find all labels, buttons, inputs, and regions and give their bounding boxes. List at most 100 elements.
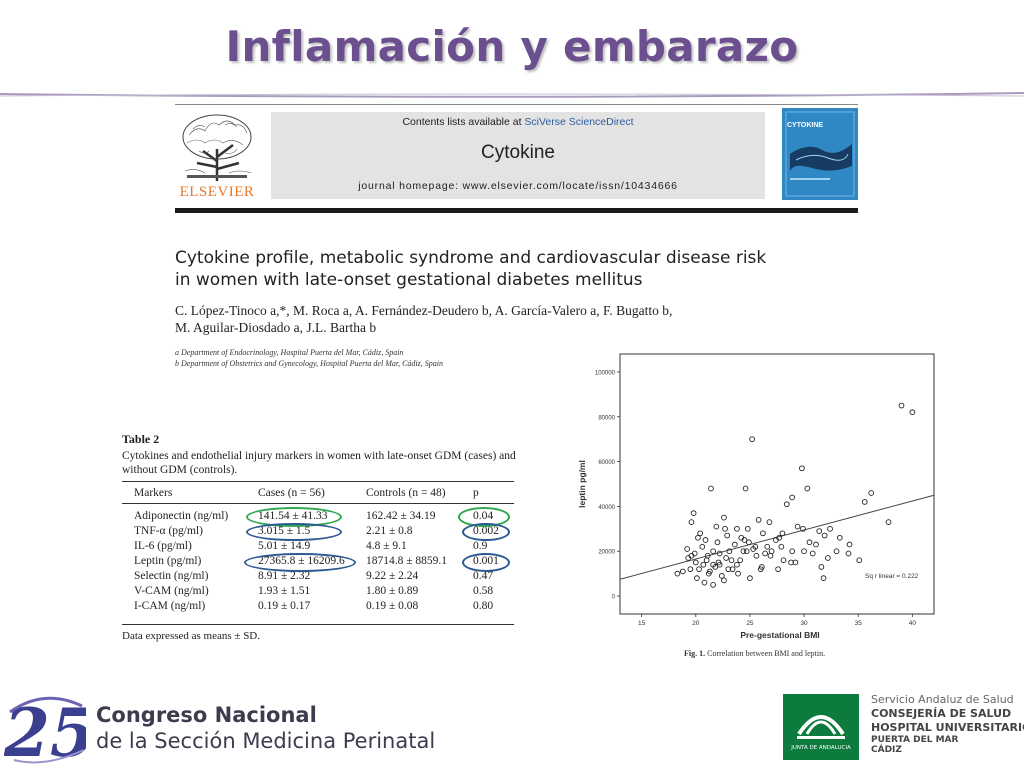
data-point bbox=[776, 534, 783, 541]
cell-p: 0.80 bbox=[473, 600, 494, 612]
title-divider bbox=[0, 92, 1024, 98]
x-tick-label: 35 bbox=[855, 620, 863, 627]
r-squared-annotation: Sq r linear = 0.222 bbox=[865, 573, 919, 580]
affiliation-line: a Department of Endocrinology, Hospital … bbox=[175, 348, 404, 357]
x-tick-label: 15 bbox=[638, 620, 646, 627]
y-tick-label: 80000 bbox=[598, 415, 615, 421]
table-header-rule bbox=[122, 503, 514, 504]
x-axis-ticks: 15 20 25 30 35 40 bbox=[638, 614, 916, 627]
table-row: Selectin (ng/ml) 8.91 ± 2.32 9.22 ± 2.24… bbox=[122, 570, 514, 585]
contents-line: Contents lists available at SciVerse Sci… bbox=[271, 116, 765, 128]
data-point bbox=[699, 543, 706, 550]
figure-caption-label: Fig. 1. bbox=[684, 649, 706, 658]
data-point bbox=[804, 485, 811, 492]
data-point bbox=[688, 519, 695, 525]
data-point bbox=[806, 539, 813, 546]
data-point bbox=[885, 519, 892, 525]
cover-artwork bbox=[785, 111, 855, 197]
table-caption-line: without GDM (controls). bbox=[122, 464, 238, 476]
data-point bbox=[723, 555, 729, 561]
author-line: C. López-Tinoco a,*, M. Roca a, A. Ferná… bbox=[175, 303, 673, 318]
cell-marker: I-CAM (ng/ml) bbox=[134, 600, 206, 612]
table-caption: Cytokines and endothelial injury markers… bbox=[122, 449, 516, 477]
data-point bbox=[691, 550, 698, 557]
data-point bbox=[753, 552, 760, 559]
data-point bbox=[742, 485, 749, 492]
sciencedirect-link[interactable]: SciVerse ScienceDirect bbox=[524, 116, 634, 128]
data-point bbox=[701, 579, 708, 586]
data-point bbox=[833, 548, 840, 555]
data-point bbox=[788, 559, 794, 566]
cell-controls: 2.21 ± 0.8 bbox=[366, 525, 413, 537]
figure-caption-text: Correlation between BMI and leptin. bbox=[705, 649, 826, 658]
data-point bbox=[768, 548, 775, 555]
cell-marker: Selectin (ng/ml) bbox=[134, 570, 209, 582]
data-point bbox=[779, 530, 786, 537]
data-point bbox=[780, 557, 787, 564]
data-point bbox=[705, 570, 712, 577]
data-point bbox=[809, 550, 816, 557]
journal-header-top-rule bbox=[175, 104, 858, 105]
affiliation-line: b Department of Obstetrics and Gynecolog… bbox=[175, 359, 443, 368]
data-point bbox=[775, 566, 781, 573]
junta-emblem-icon bbox=[797, 715, 845, 739]
data-point bbox=[728, 557, 735, 564]
y-axis-ticks: 0 20000 40000 60000 80000 100000 bbox=[595, 370, 620, 601]
col-header-p: p bbox=[473, 487, 479, 499]
data-point bbox=[679, 568, 686, 575]
data-point bbox=[713, 523, 720, 530]
slide-title: Inflamación y embarazo bbox=[225, 22, 799, 71]
data-point bbox=[710, 582, 716, 588]
cell-cases: 5.01 ± 14.9 bbox=[258, 540, 311, 552]
data-point bbox=[749, 436, 755, 443]
data-point bbox=[697, 530, 703, 537]
data-point bbox=[690, 510, 697, 516]
data-point bbox=[764, 543, 771, 550]
data-point bbox=[703, 557, 710, 564]
cell-controls: 162.42 ± 34.19 bbox=[366, 510, 436, 522]
table-row: IL-6 (pg/ml) 5.01 ± 14.9 4.8 ± 9.1 0.9 bbox=[122, 540, 514, 555]
data-point bbox=[745, 539, 752, 546]
data-point bbox=[825, 555, 831, 561]
contents-prefix: Contents lists available at bbox=[402, 116, 525, 128]
figure-caption: Fig. 1. Correlation between BMI and lept… bbox=[684, 649, 825, 658]
data-point bbox=[716, 561, 723, 568]
journal-homepage[interactable]: journal homepage: www.elsevier.com/locat… bbox=[358, 180, 678, 192]
data-point bbox=[778, 543, 785, 550]
bmi-leptin-scatter-chart: 0 20000 40000 60000 80000 100000 15 20 25 30 35 40… bbox=[577, 353, 935, 640]
x-tick-label: 40 bbox=[909, 620, 917, 627]
x-tick-label: 20 bbox=[692, 620, 700, 627]
data-point bbox=[794, 523, 801, 530]
y-tick-label: 60000 bbox=[598, 460, 615, 466]
cell-controls: 4.8 ± 9.1 bbox=[366, 540, 407, 552]
paper-title-line: Cytokine profile, metabolic syndrome and… bbox=[175, 248, 767, 268]
table-label: Table 2 bbox=[122, 432, 160, 446]
cell-marker: IL-6 (pg/ml) bbox=[134, 540, 192, 552]
highlight-oval-tnf-cases bbox=[246, 523, 342, 541]
data-point bbox=[721, 514, 727, 521]
data-point bbox=[827, 525, 833, 532]
hospital-line: HOSPITAL UNIVERSITARIO bbox=[871, 721, 1024, 734]
results-table: Table 2 Cytokines and endothelial injury… bbox=[122, 432, 516, 642]
x-axis-label: Pre-gestational BMI bbox=[740, 630, 819, 640]
data-point bbox=[799, 465, 805, 472]
data-point bbox=[818, 564, 825, 570]
congress-name: Congreso Nacional de la Sección Medicina… bbox=[96, 703, 435, 753]
plot-frame bbox=[619, 353, 935, 615]
col-header-cases: Cases (n = 56) bbox=[258, 487, 325, 499]
data-point bbox=[755, 517, 762, 523]
cell-controls: 0.19 ± 0.08 bbox=[366, 600, 419, 612]
data-point bbox=[718, 573, 725, 579]
table-bottom-rule bbox=[122, 624, 514, 625]
paper-title-line: in women with late-onset gestational dia… bbox=[175, 270, 643, 290]
cell-p: 0.9 bbox=[473, 540, 488, 552]
data-point bbox=[737, 557, 744, 564]
data-point bbox=[816, 528, 823, 534]
y-axis-label: leptin pg/ml bbox=[577, 460, 587, 508]
journal-cover-image: CYTOKINE bbox=[782, 108, 858, 200]
table-header-row: Markers Cases (n = 56) Controls (n = 48)… bbox=[122, 487, 514, 502]
data-point bbox=[710, 548, 716, 555]
data-point bbox=[909, 409, 916, 416]
data-point bbox=[695, 534, 701, 541]
cell-p: 0.58 bbox=[473, 585, 494, 597]
